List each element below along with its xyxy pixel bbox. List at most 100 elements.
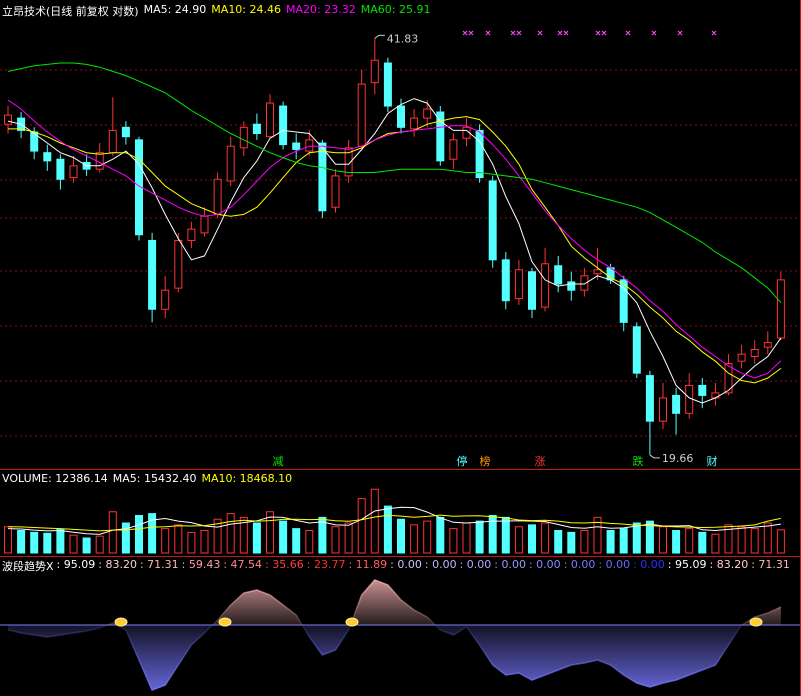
volume-bar (161, 528, 170, 554)
candle-body (56, 158, 65, 180)
legend-entry: MA10: 24.46 (211, 3, 282, 16)
candle-body (69, 165, 78, 179)
volume-bar (108, 511, 117, 554)
high-pointer (374, 34, 385, 39)
low-pointer (649, 454, 660, 459)
volume-bar (318, 516, 327, 554)
candle-body (580, 275, 589, 291)
legend-entry: : 47.54 (223, 558, 263, 571)
volume-bar (174, 524, 183, 554)
candle-body (436, 111, 445, 162)
candle-body (423, 108, 432, 119)
volume-bar (763, 522, 772, 554)
volume-bar (56, 529, 65, 554)
volume-bar (305, 530, 314, 554)
legend-entry: : 0.00 (424, 558, 457, 571)
candle-body (567, 281, 576, 291)
candle-body (135, 139, 143, 236)
volume-bar (449, 528, 458, 554)
candle-body (698, 384, 707, 396)
volume-ma-line (7, 514, 782, 532)
legend-entry: : 0.00 (390, 558, 422, 571)
volume-bar (357, 498, 366, 554)
volume-bar (619, 528, 628, 554)
volume-bar (69, 534, 78, 554)
candle-body (514, 269, 523, 300)
volume-bar (554, 530, 563, 554)
legend-entry: : 0.00 (459, 558, 492, 571)
signal-label: 减 (273, 455, 284, 468)
low-label: 19.66 (662, 452, 694, 465)
volume-bar (514, 526, 523, 554)
candle-body (252, 123, 261, 135)
legend-entry: : 59.43 (181, 558, 221, 571)
wave-header: 波段趋势X: 95.09: 83.20: 71.31: 59.43: 47.54… (2, 558, 790, 574)
legend-entry: : 83.20 (709, 558, 749, 571)
candle-body (397, 105, 405, 128)
legend-entry: : 71.31 (751, 558, 790, 571)
candle-body (226, 145, 235, 182)
legend-entry: : 11.89 (348, 558, 388, 571)
volume-bar (30, 531, 39, 554)
signal-label: 停 (457, 454, 468, 468)
volume-bar (776, 529, 785, 554)
candle-body (43, 152, 52, 162)
volume-bar (410, 524, 419, 554)
volume-bar (95, 535, 104, 554)
chart-title: 立昂技术(日线 前复权 对数) (2, 5, 139, 18)
candle-body (528, 271, 536, 310)
ma-line (8, 116, 782, 384)
volume-bar (239, 516, 248, 554)
candle-body (632, 326, 641, 374)
legend-entry: MA20: 23.32 (286, 3, 356, 16)
candle-body (619, 279, 628, 323)
volume-bar (252, 522, 261, 554)
candle-body (763, 342, 772, 348)
candle-body (200, 215, 209, 234)
top-markers (462, 30, 717, 36)
legend-entry: : 0.00 (598, 558, 631, 571)
wave-area (8, 580, 781, 690)
candle-body (292, 142, 301, 150)
volume-bar (750, 528, 759, 554)
legend-entry: : 0.00 (563, 558, 596, 571)
volume-bar (672, 530, 681, 554)
volume-header: VOLUME: 12386.14 MA5: 15432.40 MA10: 18468… (2, 472, 292, 485)
volume-bar (292, 528, 301, 554)
candle-body (305, 139, 314, 152)
candle-body (410, 117, 419, 130)
volume-bar (685, 528, 694, 554)
volume-bar (344, 522, 353, 554)
candle-body (672, 394, 681, 414)
candle-body (161, 289, 170, 310)
candle-body (279, 105, 288, 146)
volume-bar (580, 530, 589, 554)
candle-body (501, 259, 510, 302)
signal-label: 跌 (633, 454, 644, 468)
marks: 41.83 19.66 减 停榜 涨 跌 财 (0, 32, 800, 691)
candle-body (645, 375, 654, 422)
candle-body (318, 142, 327, 212)
high-label: 41.83 (387, 32, 419, 45)
volume-ma-line (7, 506, 781, 535)
candle-body (475, 129, 484, 179)
legend-entry: MA5: 15432.40 (112, 472, 197, 485)
candle-body (239, 126, 248, 149)
volume-bar (488, 515, 497, 554)
candle-body (593, 269, 602, 275)
volume-bar (226, 513, 235, 554)
ma-line (7, 99, 782, 379)
ma-line (7, 98, 782, 404)
volume-bar (698, 531, 707, 554)
candle-body (383, 62, 392, 107)
candle-body (174, 239, 183, 289)
legend-entry: MA5: 24.90 (143, 3, 207, 16)
volume-bar (4, 526, 12, 554)
signal-label: 涨 (535, 455, 546, 468)
volume-bar (17, 530, 26, 554)
volume-bar (711, 533, 720, 554)
candle-body (344, 147, 353, 177)
volume-bar (541, 522, 550, 554)
